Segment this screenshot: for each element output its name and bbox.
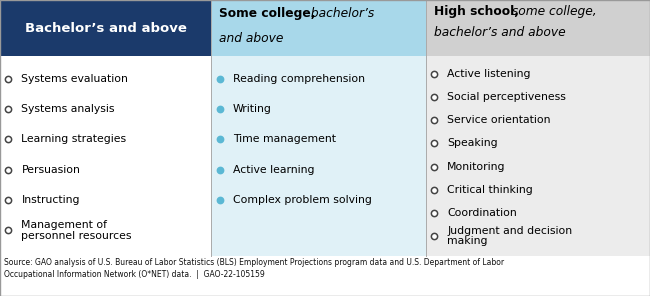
Text: Instructing: Instructing <box>21 195 80 205</box>
Text: Judgment and decision
making: Judgment and decision making <box>447 226 573 247</box>
Text: Service orientation: Service orientation <box>447 115 551 125</box>
Text: Critical thinking: Critical thinking <box>447 185 533 195</box>
Text: Reading comprehension: Reading comprehension <box>233 74 365 84</box>
Bar <box>426 0 650 56</box>
Text: Coordination: Coordination <box>447 208 517 218</box>
Text: and above: and above <box>219 32 283 45</box>
Text: Complex problem solving: Complex problem solving <box>233 195 372 205</box>
Bar <box>426 56 650 256</box>
Text: Learning strategies: Learning strategies <box>21 134 127 144</box>
Text: Active learning: Active learning <box>233 165 314 175</box>
Text: some college,: some college, <box>508 5 597 18</box>
Text: Systems evaluation: Systems evaluation <box>21 74 128 84</box>
Text: Source: GAO analysis of U.S. Bureau of Labor Statistics (BLS) Employment Project: Source: GAO analysis of U.S. Bureau of L… <box>4 258 504 279</box>
Text: Some college,: Some college, <box>219 7 315 20</box>
Text: Bachelor’s and above: Bachelor’s and above <box>25 22 187 35</box>
Text: Time management: Time management <box>233 134 335 144</box>
Text: bachelor’s: bachelor’s <box>307 7 374 20</box>
Bar <box>211 56 426 256</box>
Text: Writing: Writing <box>233 104 272 114</box>
Text: bachelor’s and above: bachelor’s and above <box>434 26 565 39</box>
Bar <box>0 56 211 256</box>
Text: Persuasion: Persuasion <box>21 165 81 175</box>
Text: Systems analysis: Systems analysis <box>21 104 115 114</box>
Text: Management of
personnel resources: Management of personnel resources <box>21 220 132 241</box>
Text: Social perceptiveness: Social perceptiveness <box>447 92 566 102</box>
Text: High school,: High school, <box>434 5 519 18</box>
Text: Active listening: Active listening <box>447 69 530 79</box>
Text: Speaking: Speaking <box>447 139 498 148</box>
Bar <box>0 0 211 56</box>
Text: Monitoring: Monitoring <box>447 162 506 172</box>
Bar <box>211 0 426 56</box>
